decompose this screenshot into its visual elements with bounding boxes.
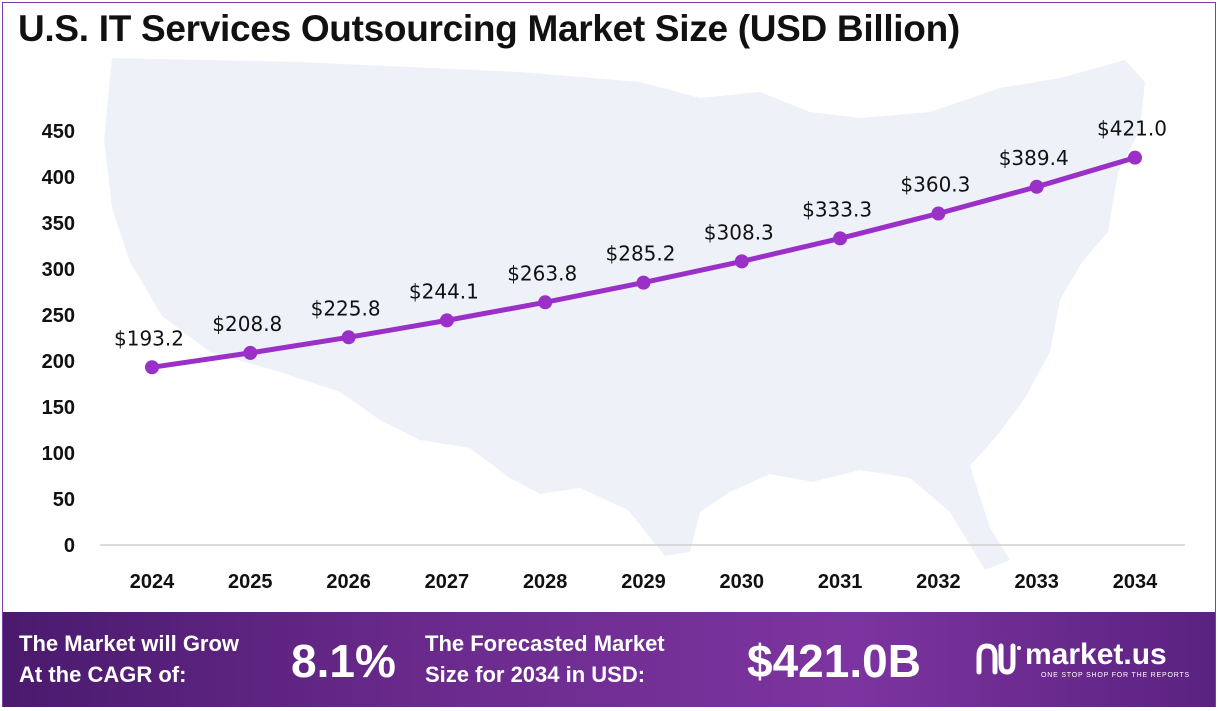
data-point [636, 275, 651, 290]
data-point [1128, 150, 1142, 165]
x-tick-label: 2030 [720, 571, 765, 593]
forecast-text-line1: The Forecasted Market [425, 631, 665, 656]
data-point [538, 295, 553, 310]
data-point [734, 254, 749, 269]
x-tick-label: 2033 [1014, 571, 1059, 593]
y-tick-label: 100 [42, 443, 75, 465]
data-label: $333.3 [802, 197, 872, 221]
x-tick-label: 2025 [228, 571, 273, 593]
y-tick-label: 200 [42, 351, 75, 373]
x-tick-label: 2032 [916, 571, 961, 593]
y-tick-label: 250 [42, 305, 75, 327]
x-tick-label: 2027 [425, 571, 470, 593]
data-point [439, 313, 454, 328]
data-point [341, 330, 356, 345]
forecast-text-line2: Size for 2034 in USD: [425, 662, 646, 687]
data-point [833, 231, 848, 246]
x-tick-label: 2034 [1113, 571, 1158, 593]
y-tick-label: 50 [53, 489, 75, 511]
y-tick-label: 150 [42, 397, 75, 419]
y-axis: 0 50 100 150 200 250 300 350 400 450 [42, 121, 75, 557]
data-label: $263.8 [507, 261, 577, 285]
data-label: $285.2 [606, 242, 676, 266]
market-us-logo-icon [976, 643, 1021, 675]
logo-name: market.us [1025, 638, 1167, 671]
data-label: $308.3 [704, 220, 774, 244]
forecast-value: $421.0B [747, 635, 921, 687]
data-label: $360.3 [900, 173, 970, 197]
y-tick-label: 450 [42, 121, 75, 143]
data-label: $208.8 [212, 312, 282, 336]
data-points [145, 150, 1142, 375]
cagr-text-line2: At the CAGR of: [19, 662, 187, 687]
data-labels: $193.2 $208.8 $225.8 $244.1 $263.8 $285.2 $308… [114, 117, 1167, 351]
data-label: $225.8 [311, 296, 381, 320]
logo-tagline: ONE STOP SHOP FOR THE REPORTS [1041, 672, 1190, 679]
x-tick-label: 2028 [523, 571, 568, 593]
data-point [243, 345, 258, 360]
x-tick-label: 2024 [130, 571, 175, 593]
data-point [1029, 179, 1044, 194]
cagr-text-line1: The Market will Grow [19, 631, 240, 656]
chart-title: U.S. IT Services Outsourcing Market Size… [18, 8, 960, 49]
data-label: $193.2 [114, 326, 184, 350]
y-tick-label: 350 [42, 213, 75, 235]
x-tick-label: 2031 [818, 571, 863, 593]
data-point [931, 206, 946, 221]
y-tick-label: 400 [42, 167, 75, 189]
x-tick-label: 2026 [326, 571, 371, 593]
x-axis: 2024 2025 2026 2027 2028 2029 2030 2031 2032 2033… [130, 571, 1158, 593]
cagr-value: 8.1% [291, 635, 396, 687]
x-tick-label: 2029 [621, 571, 666, 593]
y-tick-label: 0 [64, 535, 75, 557]
usa-map-background [104, 58, 1145, 570]
footer-banner: The Market will Grow At the CAGR of: 8.1… [3, 612, 1215, 707]
data-label: $389.4 [999, 146, 1069, 170]
data-point [145, 360, 159, 375]
data-label: $244.1 [409, 279, 479, 303]
data-label: $421.0 [1097, 117, 1167, 141]
y-tick-label: 300 [42, 259, 75, 281]
